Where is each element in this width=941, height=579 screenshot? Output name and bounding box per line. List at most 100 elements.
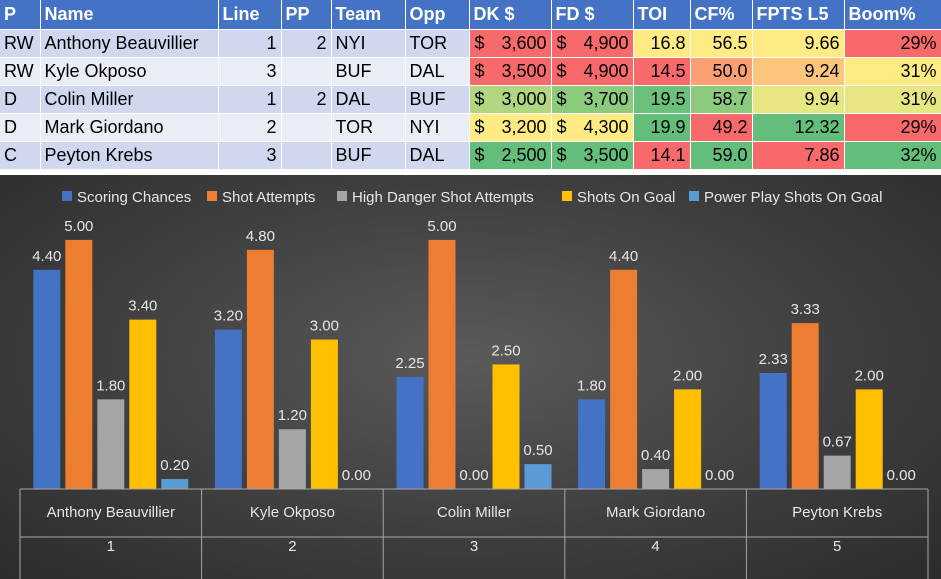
data-label: 0.00 bbox=[705, 467, 734, 484]
data-label: 2.25 bbox=[395, 355, 424, 372]
cell-team: BUF bbox=[331, 141, 406, 170]
legend-entry: Power Play Shots On Goal bbox=[704, 189, 882, 206]
cell-line: 2 bbox=[218, 113, 282, 142]
x-tick-label: Kyle Okposo bbox=[250, 504, 335, 521]
cell-pos: D bbox=[0, 113, 41, 142]
cell-opp: NYI bbox=[405, 113, 470, 142]
legend-swatch bbox=[689, 191, 699, 201]
data-label: 0.50 bbox=[523, 442, 552, 459]
bar-chart-svg: Scoring Chances Shot Attempts High Danger … bbox=[19, 189, 929, 579]
cell-value: 2,500 bbox=[501, 144, 547, 165]
header-opp: Opp bbox=[405, 0, 470, 30]
data-label: 4.80 bbox=[246, 228, 275, 245]
cell-name: Peyton Krebs bbox=[40, 141, 219, 170]
currency-symbol: $ bbox=[556, 60, 567, 81]
cell-dk: $3,600 bbox=[469, 29, 552, 58]
cell-toi: 14.5 bbox=[633, 57, 691, 86]
bar bbox=[310, 339, 338, 489]
bar bbox=[855, 389, 883, 489]
header-line: Line bbox=[218, 0, 282, 30]
cell-team: TOR bbox=[331, 113, 406, 142]
cell-pp: 2 bbox=[281, 29, 332, 58]
cell-opp: BUF bbox=[405, 85, 470, 114]
cell-dk: $3,500 bbox=[469, 57, 552, 86]
cell-name: Kyle Okposo bbox=[40, 57, 219, 86]
currency-symbol: $ bbox=[556, 144, 567, 165]
bar bbox=[129, 319, 157, 489]
legend-entry: Shot Attempts bbox=[222, 189, 315, 206]
cell-line: 3 bbox=[218, 57, 282, 86]
cell-name: Mark Giordano bbox=[40, 113, 219, 142]
cell-value: 3,600 bbox=[501, 32, 547, 53]
cell-cf: 56.5 bbox=[690, 29, 753, 58]
cell-boom: 29% bbox=[844, 29, 941, 58]
x-tick-label: Peyton Krebs bbox=[792, 504, 882, 521]
legend-swatch bbox=[62, 191, 72, 201]
bar bbox=[278, 429, 306, 489]
cell-fpts: 9.24 bbox=[752, 57, 845, 86]
bar bbox=[492, 364, 520, 489]
cell-fd: $4,900 bbox=[551, 29, 634, 58]
bar bbox=[65, 239, 93, 489]
data-label: 0.00 bbox=[459, 467, 488, 484]
cell-opp: DAL bbox=[405, 141, 470, 170]
cell-fd: $3,700 bbox=[551, 85, 634, 114]
data-label: 4.40 bbox=[609, 248, 638, 265]
data-label: 2.33 bbox=[759, 351, 788, 368]
header-cf: CF% bbox=[690, 0, 753, 30]
currency-symbol: $ bbox=[474, 60, 485, 81]
cell-toi: 16.8 bbox=[633, 29, 691, 58]
data-label: 5.00 bbox=[64, 218, 93, 235]
table-row: D Colin Miller 1 2 DAL BUF $3,000 $3,700 19.5 58.… bbox=[0, 85, 941, 114]
cell-cf: 49.2 bbox=[690, 113, 753, 142]
x-tick-number: 4 bbox=[651, 538, 659, 555]
bar bbox=[428, 239, 456, 489]
x-tick-number: 5 bbox=[833, 538, 841, 555]
currency-symbol: $ bbox=[474, 88, 485, 109]
cell-name: Colin Miller bbox=[40, 85, 219, 114]
cell-line: 1 bbox=[218, 29, 282, 58]
table-row: D Mark Giordano 2 TOR NYI $3,200 $4,300 19.9 49.… bbox=[0, 113, 941, 142]
table-header-row: P Name Line PP Team Opp DK $ FD $ TOI CF… bbox=[0, 0, 941, 30]
bar bbox=[610, 269, 638, 489]
header-team: Team bbox=[331, 0, 406, 30]
table-row: RW Anthony Beauvillier 1 2 NYI TOR $3,600 $4,90… bbox=[0, 29, 941, 58]
cell-dk: $3,200 bbox=[469, 113, 552, 142]
x-tick-label: Colin Miller bbox=[437, 504, 511, 521]
table-row: C Peyton Krebs 3 BUF DAL $2,500 $3,500 14.1 59.0… bbox=[0, 141, 941, 170]
data-label: 2.00 bbox=[855, 367, 884, 384]
cell-fd: $3,500 bbox=[551, 141, 634, 170]
data-label: 1.80 bbox=[577, 377, 606, 394]
header-pos: P bbox=[0, 0, 41, 30]
data-label: 2.00 bbox=[673, 367, 702, 384]
cell-pp bbox=[281, 113, 332, 142]
bar bbox=[396, 376, 424, 489]
cell-fpts: 7.86 bbox=[752, 141, 845, 170]
header-boom: Boom% bbox=[844, 0, 941, 30]
data-label: 3.40 bbox=[128, 298, 157, 315]
cell-toi: 19.9 bbox=[633, 113, 691, 142]
x-tick-label: Anthony Beauvillier bbox=[47, 504, 175, 521]
cell-fd: $4,900 bbox=[551, 57, 634, 86]
data-label: 0.00 bbox=[342, 467, 371, 484]
cell-value: 3,200 bbox=[501, 116, 547, 137]
cell-dk: $3,000 bbox=[469, 85, 552, 114]
cell-team: BUF bbox=[331, 57, 406, 86]
cell-toi: 19.5 bbox=[633, 85, 691, 114]
header-fpts: FPTS L5 bbox=[752, 0, 845, 30]
data-label: 0.67 bbox=[823, 434, 852, 451]
cell-fpts: 9.94 bbox=[752, 85, 845, 114]
cell-cf: 50.0 bbox=[690, 57, 753, 86]
x-tick-number: 3 bbox=[470, 538, 478, 555]
x-tick-number: 1 bbox=[107, 538, 115, 555]
data-label: 1.80 bbox=[96, 377, 125, 394]
header-fd: FD $ bbox=[551, 0, 634, 30]
bar bbox=[642, 469, 670, 489]
cell-opp: DAL bbox=[405, 57, 470, 86]
cell-value: 3,500 bbox=[583, 144, 629, 165]
cell-fd: $4,300 bbox=[551, 113, 634, 142]
cell-name: Anthony Beauvillier bbox=[40, 29, 219, 58]
data-label: 5.00 bbox=[427, 218, 456, 235]
currency-symbol: $ bbox=[556, 116, 567, 137]
currency-symbol: $ bbox=[556, 32, 567, 53]
